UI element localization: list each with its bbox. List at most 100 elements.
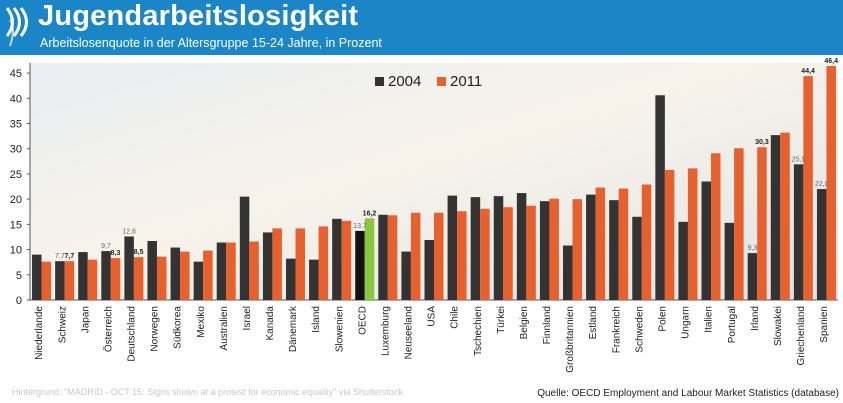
oecd-logo-icon xyxy=(5,7,28,47)
category-label: Australien xyxy=(219,306,230,350)
data-label: 7,7 xyxy=(55,253,65,260)
source-note: Quelle: OECD Employment and Labour Marke… xyxy=(537,388,839,399)
category-label: Mexiko xyxy=(196,306,207,338)
bar-2004 xyxy=(55,261,65,300)
data-label: 16,2 xyxy=(363,210,377,217)
y-tick-label: 35 xyxy=(10,119,22,131)
bar-2011 xyxy=(272,228,282,300)
legend-label-2011: 2011 xyxy=(450,73,482,90)
category-label: Slowenien xyxy=(334,306,345,352)
bar-2011 xyxy=(203,250,213,300)
category-label: Spanien xyxy=(819,306,830,343)
bar-chart: 0 5 10 15 20 25 30 35 40 45 Niederlande Schweiz Japa… xyxy=(10,58,838,373)
data-label: 30,3 xyxy=(755,139,769,146)
category-label: Japan xyxy=(80,306,91,333)
background-image-caption: Hintergrund: "MADRID - OCT 15: Signs sho… xyxy=(12,387,403,397)
bar-2011 xyxy=(641,184,652,300)
bar-2011 xyxy=(803,76,813,300)
bar-2011 xyxy=(87,259,98,300)
y-tick-label: 15 xyxy=(10,219,22,231)
bar-2004 xyxy=(447,195,458,300)
category-label: Niederlande xyxy=(34,306,45,360)
data-label: 44,4 xyxy=(801,68,815,75)
bar-2004 xyxy=(770,135,781,300)
bar-2011 xyxy=(503,207,513,300)
bar-2004 xyxy=(816,189,827,300)
bar-2004 xyxy=(170,247,181,300)
bar-2004 xyxy=(124,236,134,300)
bar-2011 xyxy=(133,257,144,300)
y-tick-label: 25 xyxy=(10,169,22,181)
category-label: Österreich xyxy=(102,306,114,352)
bar-2004 xyxy=(793,164,804,300)
bar-2011 xyxy=(364,218,375,300)
bar-2004 xyxy=(262,232,273,300)
bar-2011 xyxy=(687,168,698,300)
category-label: Island xyxy=(311,306,322,333)
bar-2004 xyxy=(493,196,504,300)
y-tick-label: 45 xyxy=(10,68,22,80)
category-label: Schweiz xyxy=(57,306,68,343)
bar-2011 xyxy=(156,256,167,300)
bar-2004 xyxy=(516,193,527,300)
bar-2011 xyxy=(549,198,559,300)
bar-2011 xyxy=(387,215,398,300)
bar-2004 xyxy=(193,261,204,300)
category-label: OECD xyxy=(357,306,368,335)
bar-2004 xyxy=(655,95,665,300)
data-label: 8,5 xyxy=(134,249,144,256)
bar-2011 xyxy=(457,211,467,300)
bar-2011 xyxy=(595,187,606,300)
bar-2011 xyxy=(826,66,836,300)
bar-2011 xyxy=(110,258,121,300)
bar-2004 xyxy=(724,222,735,300)
bar-2011 xyxy=(434,212,444,300)
bar-2011 xyxy=(64,261,75,300)
y-tick-label: 20 xyxy=(10,194,22,206)
bar-2004 xyxy=(32,254,42,300)
bar-2011 xyxy=(180,251,190,300)
bar-2004 xyxy=(355,230,365,300)
y-tick-label: 30 xyxy=(10,144,22,156)
bar-2011 xyxy=(410,212,421,300)
bar-2011 xyxy=(295,228,305,300)
data-label: 12,6 xyxy=(122,228,136,235)
bar-2004 xyxy=(609,200,619,300)
data-label: 13,7 xyxy=(353,223,367,230)
category-label: Norwegen xyxy=(150,306,161,352)
bar-2004 xyxy=(424,239,434,300)
category-label: Türkei xyxy=(496,306,507,334)
category-label: Neuseeland xyxy=(404,306,415,359)
bar-2004 xyxy=(401,251,411,300)
category-label: Tschechien xyxy=(473,306,484,356)
bar-2004 xyxy=(285,258,296,300)
bar-2011 xyxy=(41,261,52,300)
category-label: Estland xyxy=(588,306,599,339)
legend-label-2004: 2004 xyxy=(388,73,421,90)
bar-2004 xyxy=(539,201,550,300)
bar-2004 xyxy=(632,216,642,300)
bar-2011 xyxy=(249,241,259,300)
bar-2011 xyxy=(757,147,767,300)
category-label: Südkorea xyxy=(173,306,184,349)
bar-2004 xyxy=(309,259,319,300)
category-label: Kanada xyxy=(265,306,276,341)
category-label: Dänemark xyxy=(288,305,299,352)
data-label: 9,7 xyxy=(101,243,111,250)
bar-2011 xyxy=(780,132,790,300)
bar-2011 xyxy=(226,242,236,300)
bar-2004 xyxy=(586,194,596,300)
bar-2011 xyxy=(734,148,744,300)
category-label: Luxemburg xyxy=(380,306,391,356)
category-label: Schweden xyxy=(634,306,645,353)
bar-2011 xyxy=(318,226,329,300)
data-label: 9,3 xyxy=(748,245,758,252)
bar-2004 xyxy=(378,214,388,300)
bar-2011 xyxy=(572,199,583,300)
bar-2004 xyxy=(678,221,688,300)
bar-2004 xyxy=(701,181,712,300)
bar-2004 xyxy=(216,242,227,300)
category-label: Italien xyxy=(704,306,715,333)
bar-2011 xyxy=(341,220,352,300)
category-label: Israel xyxy=(242,306,253,330)
